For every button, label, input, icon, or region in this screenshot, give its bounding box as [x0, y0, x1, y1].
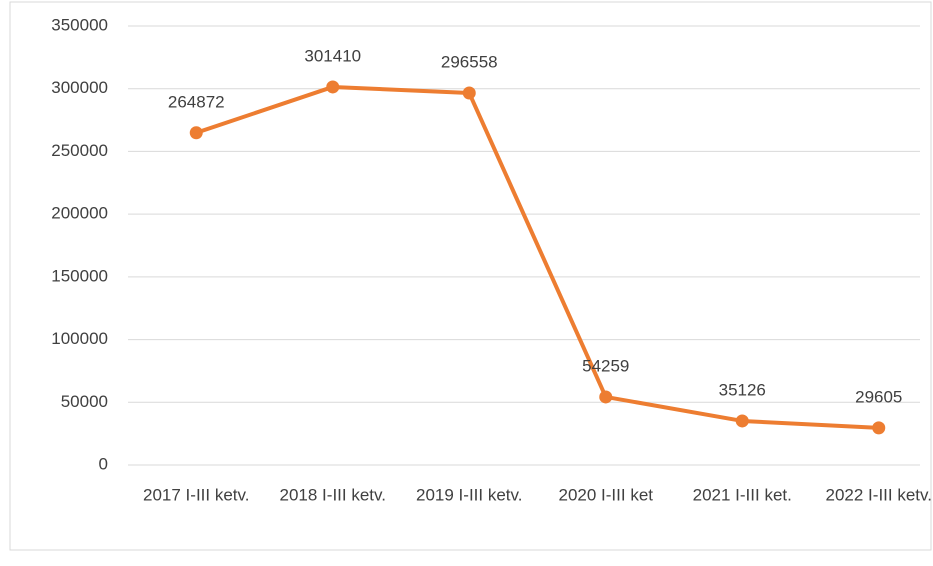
- point: [735, 414, 749, 428]
- point: [326, 80, 340, 94]
- y-tick-label: 150000: [51, 266, 108, 285]
- series-line: [195, 84, 879, 430]
- chart-border: [9, 1, 932, 551]
- data-label: 35126: [719, 380, 766, 399]
- y-tick-label: 250000: [51, 141, 108, 160]
- point: [599, 390, 613, 404]
- y-tick-label: 200000: [51, 204, 108, 223]
- point: [462, 86, 476, 100]
- x-tick-label: 2021 I-III ket.: [693, 485, 792, 504]
- y-tick-label: 350000: [51, 15, 108, 34]
- x-tick-label: 2022 I-III ketv.: [826, 485, 932, 504]
- data-label: 54259: [582, 356, 629, 375]
- data-label: 29605: [855, 387, 902, 406]
- x-tick-label: 2018 I-III ketv.: [280, 485, 386, 504]
- point: [189, 126, 203, 140]
- x-tick-label: 2020 I-III ket: [559, 485, 654, 504]
- y-tick-label: 100000: [51, 329, 108, 348]
- y-tick-label: 50000: [61, 392, 108, 411]
- y-tick-label: 300000: [51, 78, 108, 97]
- x-tick-label: 2019 I-III ketv.: [416, 485, 522, 504]
- point: [872, 421, 886, 435]
- data-label: 301410: [304, 46, 361, 65]
- y-tick-label: 0: [99, 454, 108, 473]
- data-label: 296558: [441, 53, 498, 72]
- x-tick-label: 2017 I-III ketv.: [143, 485, 249, 504]
- data-label: 264872: [168, 92, 225, 111]
